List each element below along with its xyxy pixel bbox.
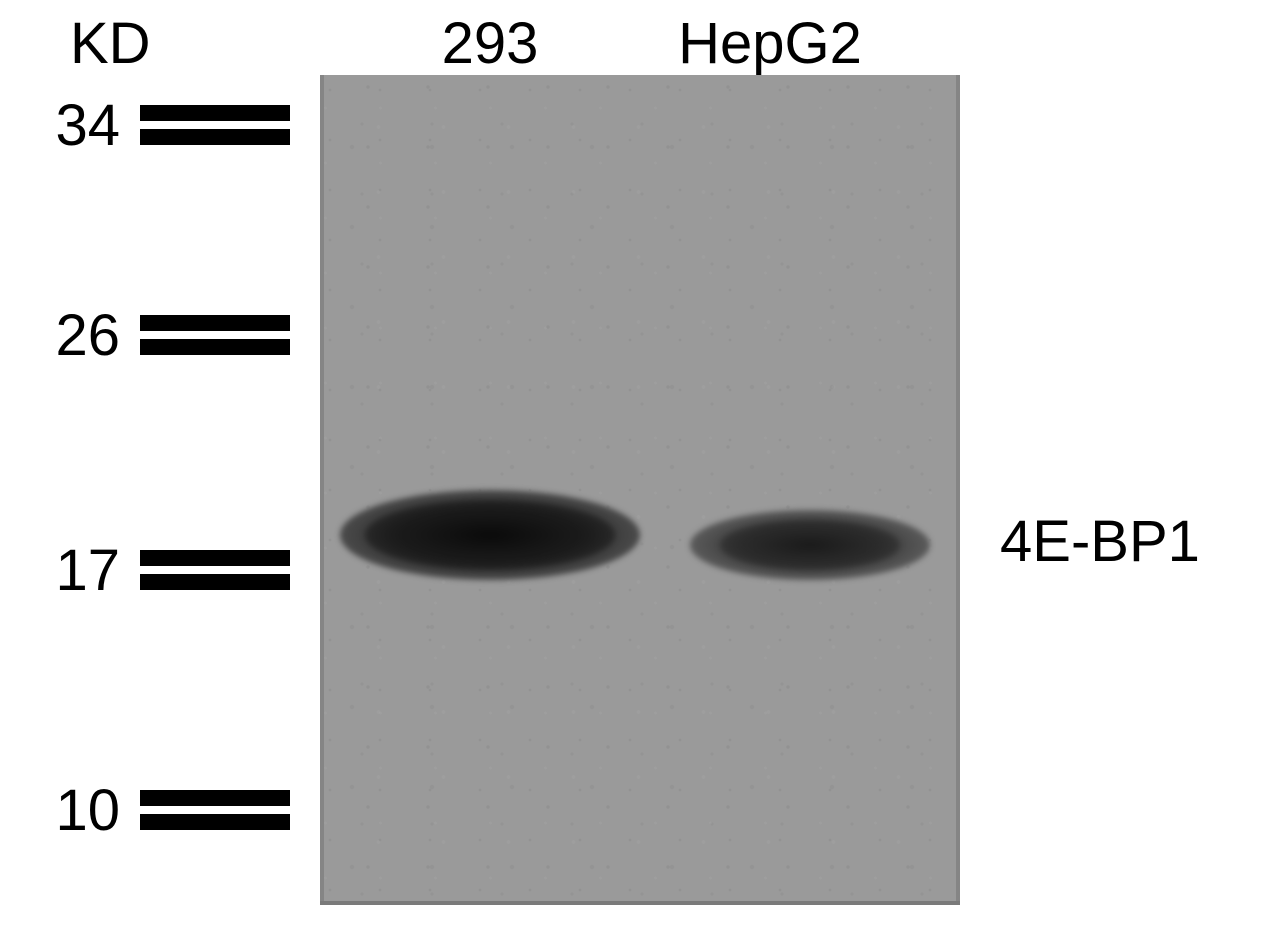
marker-label-17: 17 — [40, 537, 120, 604]
blot-noise-texture — [320, 75, 960, 905]
band-293-core — [365, 500, 615, 570]
western-blot-figure: KD 293 HepG2 34 26 17 10 — [0, 0, 1280, 939]
blot-membrane — [320, 75, 960, 905]
marker-label-26: 26 — [40, 302, 120, 369]
blot-edge-left — [320, 75, 324, 905]
marker-label-10: 10 — [40, 777, 120, 844]
protein-label: 4E-BP1 — [1000, 508, 1200, 575]
band-hepg2-core — [720, 520, 900, 570]
lane-label-hepg2: HepG2 — [650, 10, 890, 77]
marker-label-34: 34 — [40, 92, 120, 159]
blot-edge-bottom — [320, 901, 960, 905]
blot-edge-right — [956, 75, 960, 905]
unit-label: KD — [70, 10, 151, 77]
lane-label-293: 293 — [420, 10, 560, 77]
